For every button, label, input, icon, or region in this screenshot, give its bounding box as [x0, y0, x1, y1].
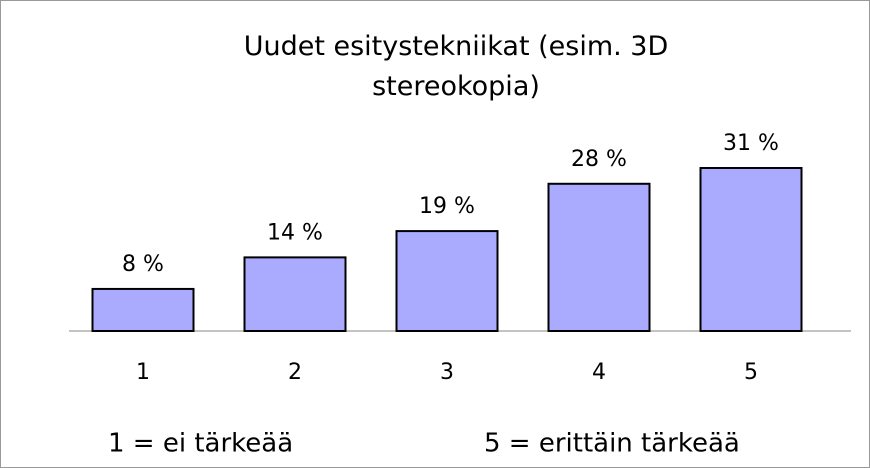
annotation: 1 = ei tärkeää: [108, 429, 293, 459]
annotation: 5 = erittäin tärkeää: [484, 429, 740, 459]
chart-title: Uudet esitystekniikat (esim. 3D stereoko…: [243, 31, 669, 102]
x-tick-label: 5: [744, 360, 758, 385]
value-label: 31 %: [723, 131, 779, 156]
bar: [547, 182, 651, 332]
bar: [243, 256, 347, 332]
value-label: 8 %: [122, 252, 164, 277]
value-label: 28 %: [571, 147, 627, 172]
x-tick-label: 3: [440, 360, 454, 385]
x-tick-label: 2: [288, 360, 302, 385]
value-label: 14 %: [267, 220, 323, 245]
x-tick-label: 1: [136, 360, 150, 385]
bar: [699, 167, 803, 332]
bar: [395, 230, 499, 332]
value-label: 19 %: [419, 194, 475, 219]
x-tick-label: 4: [592, 360, 606, 385]
bar: [91, 287, 195, 333]
